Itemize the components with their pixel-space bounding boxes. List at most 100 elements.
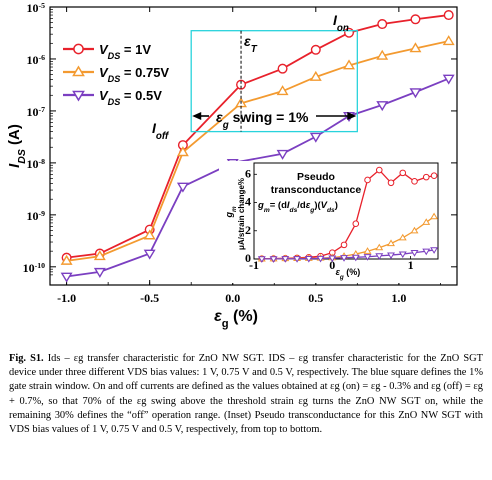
series-3-point (309, 132, 322, 143)
inset-series-3-point (328, 255, 337, 263)
inset-ylabel-gm: gm (224, 206, 238, 219)
x-tick-label: -1.0 (57, 291, 76, 305)
inset-x-tick-label: 1 (408, 258, 414, 272)
series-2-point (143, 229, 156, 240)
main-plot-frame (49, 6, 458, 286)
inset-series-3-point (410, 250, 419, 257)
inset-series-3-point (422, 248, 431, 256)
series-2-point (442, 35, 455, 46)
inset-series-3-point (269, 256, 278, 263)
inset-series-3-point (340, 255, 349, 262)
y-tick-label: 10-9 (27, 208, 46, 223)
swing-arrow-right-head (347, 112, 357, 120)
inset-series-2-point (430, 212, 439, 220)
legend-marker-2 (72, 65, 85, 77)
inset-y-tick-label: 6 (245, 166, 251, 180)
series-3-point (176, 182, 189, 193)
inset-y-tick-label: 0 (245, 251, 251, 265)
inset-series-1-point (387, 179, 395, 187)
series-1-point (236, 79, 247, 90)
inset-x-tick-label: 0 (329, 258, 335, 272)
inset-series-3-point (387, 252, 395, 260)
inset-series-3-point (398, 251, 407, 259)
y-tick-label: 10-8 (27, 156, 46, 171)
inset-series-3-point (293, 256, 302, 263)
inset-series-1-point (411, 178, 418, 185)
inset-xlabel: εg (%) (336, 267, 361, 281)
series-2-point (376, 49, 389, 60)
inset-y-tick-label: 2 (245, 223, 251, 237)
inset-series-2-point (375, 243, 384, 251)
inset-formula: gm= (dIds/dεg)(Vds) (257, 200, 338, 214)
legend-label-3: VDS = 0.5V (99, 88, 162, 107)
inset-series-3-point (375, 253, 384, 260)
series-3-point (60, 272, 73, 283)
caption-text: Ids – εg transfer characteristic for ZnO… (9, 353, 483, 436)
inset-series-3-point (304, 255, 313, 263)
on-current-label: Ion (333, 12, 349, 34)
inset-series-3-point (430, 247, 439, 254)
transfer-characteristic-figure: -1.0 -0.5 0.0 0.5 1.010-1010-910-810-710-610… (6, 1, 458, 331)
off-current-label: Ioff (152, 120, 170, 142)
threshold-label: εT (244, 33, 258, 55)
main-legend: VDS = 1V VDS = 0.75V VDS = 0.5V (63, 42, 169, 107)
main-data-series (60, 10, 455, 283)
inset-y-tick-label: 4 (245, 195, 251, 209)
y-tick-label: 10-5 (27, 1, 46, 16)
legend-label-1: VDS = 1V (99, 42, 151, 61)
inset-series-1-point (430, 172, 438, 180)
legend-marker-3 (72, 90, 85, 102)
inset-series-2-point (387, 239, 395, 247)
inset-series-2-point (410, 226, 419, 234)
gate-strain-window (190, 30, 358, 133)
main-tick-labels: -1.0 -0.5 0.0 0.5 1.0 10-10 10-9 10-8 10-7 10-6 10… (6, 1, 406, 331)
main-plot-axes (49, 6, 458, 286)
inset-series-1-point (340, 241, 348, 249)
inset-series-1-point (399, 169, 407, 177)
series-2-point (60, 254, 73, 265)
y-tick-label: 10-7 (27, 104, 46, 119)
inset-frame (253, 162, 439, 260)
inset-series-1-point (364, 176, 371, 184)
inset-series-line-3 (261, 249, 435, 260)
inset-series-1-point (352, 220, 360, 228)
series-3-point (276, 149, 289, 160)
series-2-point (343, 59, 355, 70)
inset-title-line1: Pseudo (297, 171, 335, 183)
series-2-point (93, 250, 106, 261)
series-2-point (409, 42, 422, 53)
inset-series-2-point (398, 233, 407, 241)
figure-caption: Fig. S1. Ids – εg transfer characteristi… (9, 352, 483, 437)
inset-series-3-point (363, 254, 372, 261)
x-axis-label: εg (%) (214, 308, 258, 330)
inset-title-line2: transconductance (271, 184, 362, 196)
inset-series-3-point (281, 256, 290, 263)
series-2-point (176, 146, 189, 157)
series-3-point (143, 249, 156, 260)
main-annotations: εT Ion Ioff εg swing = 1% (152, 12, 358, 142)
inset-series-1-point (422, 173, 430, 181)
series-2-point (309, 70, 322, 81)
inset-series-3-point (257, 256, 266, 263)
inset-series-3-point (351, 254, 360, 262)
series-1-point (310, 44, 321, 55)
series-1-point (277, 63, 288, 74)
series-1-point (443, 10, 454, 21)
y-axis-label: IDS (A) (6, 124, 28, 168)
y-tick-label: 10-6 (27, 52, 46, 67)
series-2-point (276, 85, 289, 96)
inset-series-2-point (363, 247, 372, 254)
caption-label: Fig. S1. (9, 353, 44, 364)
series-3-point (93, 267, 106, 278)
inset-ylabel-units: μA/strain change% (237, 178, 246, 250)
series-1-point (377, 19, 388, 30)
inset-background (219, 161, 445, 283)
y-tick-label: 10-10 (23, 260, 45, 275)
x-tick-label: 0.5 (308, 291, 323, 305)
inset-series-1-point (375, 166, 383, 174)
swing-label: εg swing = 1% (216, 109, 309, 131)
series-3-point (442, 74, 455, 85)
inset-x-tick-label: -1 (249, 258, 259, 272)
x-tick-label: 0.0 (225, 291, 240, 305)
